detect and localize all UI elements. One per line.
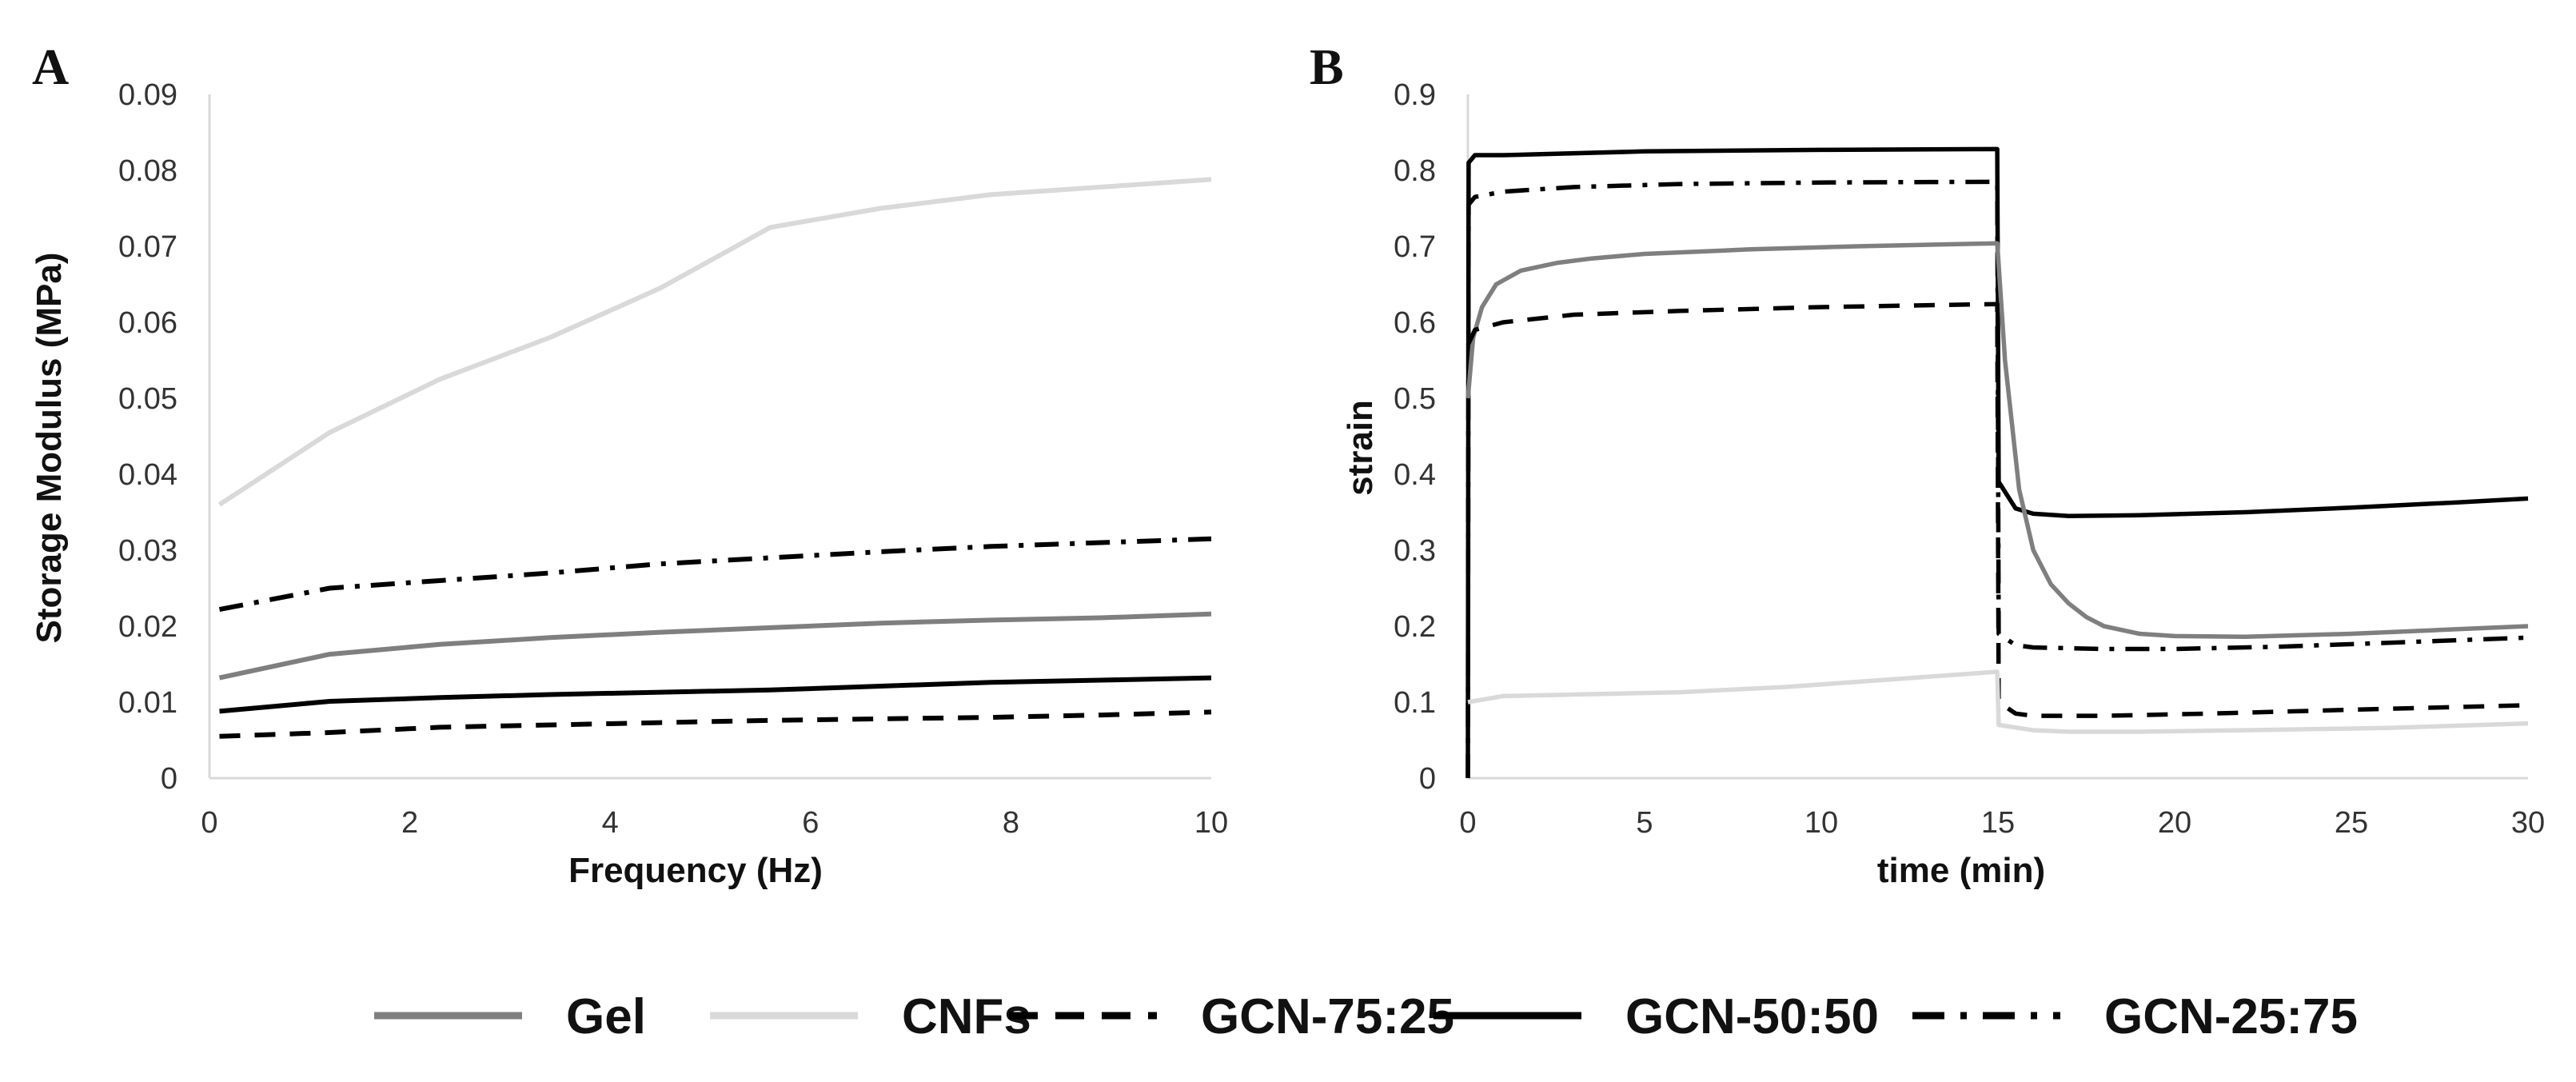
- y-axis-title-a: Storage Modulus (MPa): [30, 253, 69, 644]
- legend: Gel CNFs GCN-75:25 GCN-50:50 GCN-25:75: [374, 989, 2358, 1044]
- series-line-a-gel: [218, 611, 1212, 681]
- x-tick-label-a-4: 8: [1003, 806, 1019, 840]
- x-tick-label-b-5: 25: [2335, 806, 2368, 840]
- y-tick-label-b-8: 0.8: [1394, 154, 1436, 188]
- x-axis-title-b: time (min): [1877, 851, 2045, 890]
- y-tick-label-b-0: 0: [1419, 762, 1436, 796]
- series-line-b-gel: [1465, 241, 2529, 640]
- x-tick-label-b-1: 5: [1636, 806, 1653, 840]
- series-line-b-gcn-75-25: [1465, 301, 2529, 718]
- x-tick-label-a-1: 2: [401, 806, 418, 840]
- x-tick-label-b-0: 0: [1459, 806, 1476, 840]
- y-tick-label-a-6: 0.06: [118, 306, 177, 340]
- x-tick-label-a-3: 6: [802, 806, 819, 840]
- panel-label-a: A: [32, 38, 69, 95]
- y-tick-label-a-9: 0.09: [118, 78, 177, 112]
- legend-label-2: GCN-75:25: [1201, 989, 1454, 1044]
- y-tick-label-b-7: 0.7: [1394, 230, 1436, 264]
- legend-label-0: Gel: [566, 989, 646, 1044]
- y-tick-label-b-3: 0.3: [1394, 534, 1436, 568]
- series-line-a-gcn-50-50: [219, 675, 1212, 714]
- x-tick-label-a-0: 0: [201, 806, 217, 840]
- series-lines-b: [1465, 146, 2529, 779]
- series-line-a-cnfs: [217, 177, 1212, 507]
- y-ticks-a: 0 0.01 0.02 0.03 0.04 0.05 0.06 0.07 0.08 0.09: [118, 78, 177, 796]
- series-line-a-gcn-75-25: [219, 709, 1212, 739]
- panel-b: B 0 0.1 0.2 0.3 0.4 0.5 0.6 0.7 0.8 0.9 0 5 10 15 20 2…: [1310, 38, 2545, 890]
- y-tick-label-b-2: 0.2: [1394, 610, 1436, 644]
- y-ticks-b: 0 0.1 0.2 0.3 0.4 0.5 0.6 0.7 0.8 0.9: [1394, 78, 1436, 796]
- panel-a: A 00.010.020.030.040.050.060.070.080.09 …: [30, 38, 1228, 890]
- x-tick-label-a-2: 4: [602, 806, 619, 840]
- y-tick-label-a-8: 0.08: [118, 154, 177, 188]
- y-tick-label-b-9: 0.9: [1394, 78, 1436, 112]
- y-tick-label-a-0: 0: [161, 762, 177, 796]
- y-tick-label-b-1: 0.1: [1394, 686, 1436, 720]
- y-tick-label-a-5: 0.05: [118, 382, 177, 416]
- y-tick-label-a-2: 0.02: [118, 610, 177, 644]
- legend-label-3: GCN-50:50: [1625, 989, 1879, 1044]
- y-tick-label-b-5: 0.5: [1394, 382, 1436, 416]
- legend-label-4: GCN-25:75: [2104, 989, 2358, 1044]
- y-axis-title-b: strain: [1341, 400, 1380, 496]
- x-ticks-a: 0 2 4 6 8 10: [201, 806, 1228, 840]
- x-tick-label-b-6: 30: [2511, 806, 2545, 840]
- y-tick-label-a-7: 0.07: [118, 230, 177, 264]
- y-tick-label-a-1: 0.01: [118, 686, 177, 720]
- x-axis-title-a: Frequency (Hz): [568, 851, 823, 890]
- x-tick-label-a-5: 10: [1194, 806, 1228, 840]
- series-line-b-gcn-50-50: [1465, 146, 2529, 779]
- series-line-b-cnfs: [1467, 669, 2529, 734]
- x-ticks-b: 0 5 10 15 20 25 30: [1459, 806, 2545, 840]
- series-lines-a: [217, 177, 1212, 739]
- x-tick-label-b-3: 15: [1981, 806, 2015, 840]
- x-tick-label-b-2: 10: [1804, 806, 1838, 840]
- y-tick-label-a-3: 0.03: [118, 534, 177, 568]
- x-tick-label-b-4: 20: [2158, 806, 2191, 840]
- series-line-a-gcn-25-75: [218, 536, 1212, 613]
- y-tick-label-b-6: 0.6: [1394, 306, 1436, 340]
- y-tick-label-a-4: 0.04: [118, 458, 177, 492]
- y-tick-label-b-4: 0.4: [1394, 458, 1436, 492]
- panel-label-b: B: [1310, 38, 1344, 95]
